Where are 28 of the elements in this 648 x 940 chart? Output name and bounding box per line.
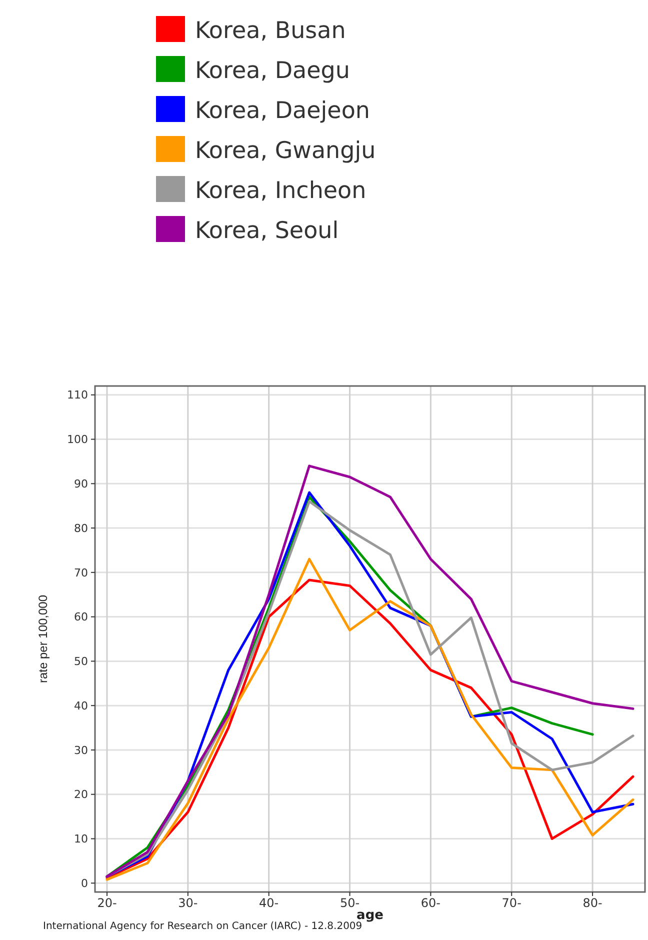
y-tick-label: 100 [67,433,88,446]
y-tick-label: 110 [67,388,88,402]
legend-label: Korea, Busan [195,18,346,44]
y-axis-title: rate per 100,000 [36,594,50,684]
legend-label: Korea, Gwangju [195,138,376,164]
y-tick-label: 90 [74,478,88,490]
x-tick-label: 50- [340,896,360,910]
x-tick-label: 60- [420,896,440,910]
x-tick-label: 70- [502,896,522,910]
legend-label: Korea, Daejeon [195,98,370,124]
legend-label: Korea, Daegu [195,58,350,84]
x-tick-label: 30- [178,896,198,910]
x-tick-label: 80- [582,896,602,910]
y-tick-label: 70 [74,566,88,580]
text: International Agency for Research on Cancer (IARC) - 12.8.2009 [43,921,362,932]
y-tick-label: 0 [81,876,88,890]
y-tick-label: 60 [74,610,88,624]
y-tick-label: 30 [74,744,88,757]
legend-label: Korea, Seoul [195,218,339,244]
y-tick-label: 40 [74,699,88,712]
y-tick-label: 80 [74,522,88,535]
y-tick-label: 50 [74,655,88,668]
y-tick-label: 20 [74,788,88,802]
x-axis-title: age [356,908,384,923]
x-tick-label: 40- [259,896,279,910]
x-tick-label: 20- [97,896,117,910]
legend-label: Korea, Incheon [195,178,366,204]
y-tick-label: 10 [74,832,88,846]
